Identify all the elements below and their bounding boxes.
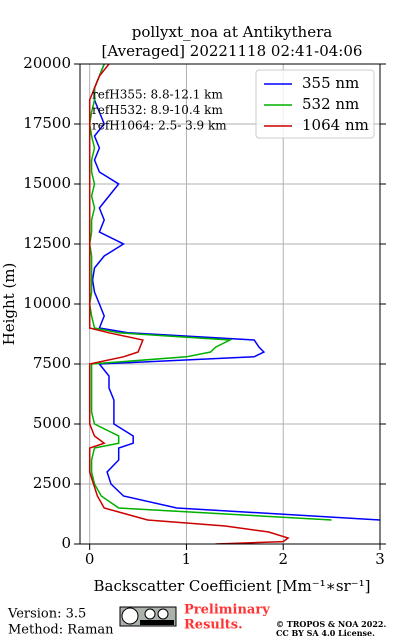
copyright: © TROPOS & NOA 2022. (276, 619, 386, 629)
chart-title: [Averaged] 20221118 02:41-04:06 (102, 42, 363, 60)
preliminary: Results. (184, 618, 243, 633)
cc-logo (119, 606, 177, 627)
copyright: CC BY SA 4.0 License. (276, 628, 375, 638)
legend-label: 1064 nm (302, 116, 369, 134)
y-tick-label: 2500 (33, 474, 71, 492)
y-axis-label: Height (m) (0, 263, 18, 346)
x-axis-label: Backscatter Coefficient [Mm⁻¹∗sr⁻¹] (94, 577, 371, 595)
profile-line (88, 64, 332, 521)
method: Method: Raman (8, 623, 114, 638)
y-tick-label: 7500 (33, 354, 71, 372)
y-tick-label: 12500 (23, 234, 71, 252)
y-tick-label: 10000 (23, 294, 71, 312)
profile-line (91, 64, 380, 521)
legend-label: 532 nm (302, 95, 359, 113)
legend-box (255, 69, 375, 139)
annotation: refH532: 8.9-10.4 km (92, 103, 223, 117)
y-tick-label: 20000 (23, 54, 71, 72)
x-tick-label: 0 (85, 550, 95, 568)
x-tick-label: 3 (375, 550, 385, 568)
chart-title: pollyxt_noa at Antikythera (132, 23, 332, 41)
legend-label: 355 nm (302, 74, 359, 92)
y-tick-label: 15000 (23, 174, 71, 192)
preliminary: Preliminary (184, 603, 270, 618)
version: Version: 3.5 (7, 607, 86, 622)
plot-frame (79, 63, 381, 545)
profile-line (88, 64, 290, 544)
y-tick-label: 5000 (33, 414, 71, 432)
x-tick-label: 1 (182, 550, 192, 568)
annotation: refH1064: 2.5- 3.9 km (92, 119, 227, 133)
y-tick-label: 17500 (23, 114, 71, 132)
x-tick-label: 2 (278, 550, 288, 568)
annotation: refH355: 8.8-12.1 km (92, 88, 223, 102)
y-tick-label: 0 (61, 534, 71, 552)
